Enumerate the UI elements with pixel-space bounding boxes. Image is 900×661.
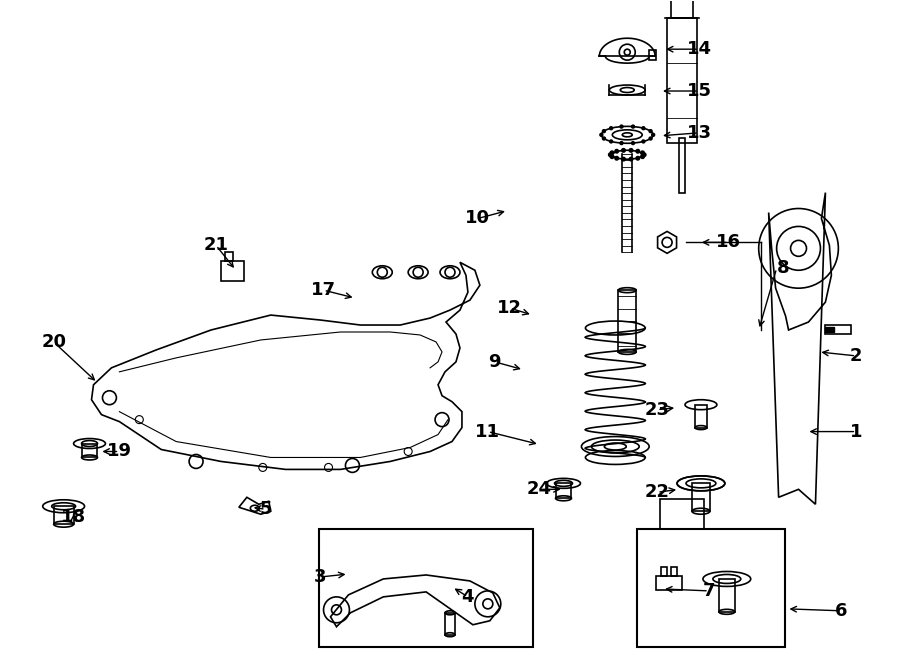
Circle shape — [608, 153, 612, 157]
Circle shape — [610, 155, 614, 159]
Bar — [719, 579, 734, 612]
Text: 4: 4 — [462, 588, 474, 606]
Circle shape — [643, 153, 646, 157]
Circle shape — [636, 149, 640, 153]
Text: 7: 7 — [703, 582, 716, 600]
Bar — [825, 327, 834, 332]
Circle shape — [600, 134, 603, 136]
Bar — [660, 499, 704, 529]
Circle shape — [649, 137, 652, 140]
Text: 15: 15 — [687, 82, 711, 100]
Bar — [656, 576, 682, 590]
Circle shape — [609, 140, 613, 143]
Text: 24: 24 — [527, 481, 552, 498]
Bar — [225, 253, 233, 261]
Circle shape — [602, 137, 606, 140]
Bar — [54, 506, 74, 524]
Bar — [679, 137, 685, 192]
Bar — [445, 613, 455, 635]
Circle shape — [632, 141, 634, 145]
Circle shape — [649, 130, 652, 133]
Bar — [649, 50, 656, 60]
Bar — [82, 444, 97, 457]
Bar — [692, 483, 710, 511]
Bar — [825, 325, 851, 334]
Circle shape — [622, 149, 626, 152]
Circle shape — [615, 149, 618, 153]
Text: 2: 2 — [850, 347, 862, 365]
Circle shape — [610, 151, 614, 155]
Text: 10: 10 — [465, 210, 491, 227]
Text: 13: 13 — [687, 124, 711, 142]
Circle shape — [609, 127, 613, 130]
Circle shape — [632, 125, 634, 128]
Circle shape — [636, 157, 640, 160]
Circle shape — [641, 155, 644, 159]
Circle shape — [641, 151, 644, 155]
Circle shape — [642, 140, 645, 143]
Bar — [671, 567, 677, 576]
Text: 8: 8 — [777, 259, 789, 277]
Circle shape — [622, 157, 626, 161]
Text: 22: 22 — [644, 483, 670, 501]
Bar — [667, 19, 697, 143]
Text: 11: 11 — [475, 422, 500, 441]
Text: 14: 14 — [687, 40, 711, 58]
Text: 1: 1 — [850, 422, 862, 441]
Circle shape — [642, 127, 645, 130]
Text: 9: 9 — [489, 353, 501, 371]
Text: 23: 23 — [644, 401, 670, 418]
Text: 16: 16 — [716, 233, 742, 251]
Bar — [662, 567, 667, 576]
Bar — [319, 529, 533, 646]
Text: 20: 20 — [41, 333, 67, 351]
Text: 19: 19 — [107, 442, 132, 461]
Bar — [618, 290, 636, 352]
Text: 12: 12 — [497, 299, 522, 317]
Circle shape — [629, 149, 633, 152]
Circle shape — [620, 141, 623, 145]
Bar — [221, 261, 244, 281]
Text: 21: 21 — [203, 237, 229, 254]
Text: 3: 3 — [314, 568, 327, 586]
Text: 17: 17 — [311, 281, 336, 299]
Bar — [671, 0, 693, 19]
Circle shape — [629, 157, 633, 161]
Circle shape — [620, 125, 623, 128]
Bar — [555, 483, 572, 498]
Bar — [695, 405, 707, 428]
Text: 5: 5 — [259, 500, 272, 518]
Text: 18: 18 — [61, 508, 86, 526]
Circle shape — [615, 157, 618, 160]
Text: 6: 6 — [835, 602, 848, 620]
Bar — [637, 529, 785, 646]
Circle shape — [602, 130, 606, 133]
Circle shape — [652, 134, 654, 136]
